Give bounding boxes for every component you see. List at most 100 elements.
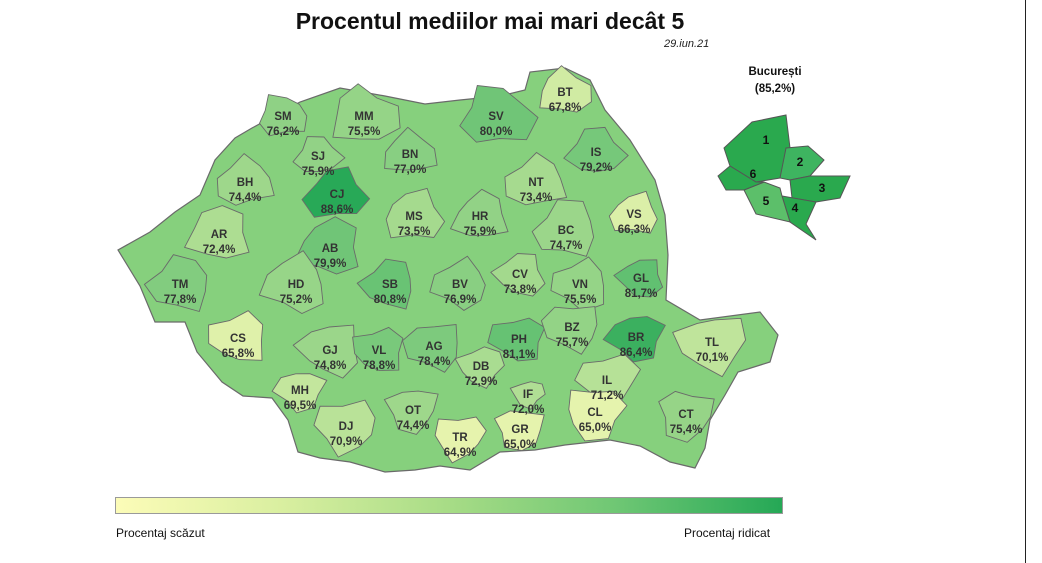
county-bc-area [531, 199, 595, 257]
county-br-code: BR [628, 332, 645, 344]
county-hr-code: HR [472, 211, 489, 223]
bucharest-sector-5-label: 5 [763, 194, 770, 208]
county-bt-value: 67,8% [549, 102, 582, 114]
county-cj-code: CJ [330, 189, 345, 201]
county-vn-code: VN [572, 279, 588, 291]
county-db-value: 72,9% [465, 376, 498, 388]
county-tl-area [672, 317, 747, 378]
county-ct-code: CT [678, 409, 693, 421]
county-ms-value: 73,5% [398, 226, 431, 238]
county-vs-code: VS [626, 209, 642, 221]
county-vs-value: 66,3% [618, 224, 651, 236]
county-bn-code: BN [402, 149, 419, 161]
county-nt-code: NT [528, 177, 543, 189]
county-bc-value: 74,7% [550, 240, 583, 252]
map-title: Procentul mediilor mai mari decât 5 [295, 8, 685, 34]
county-db-area [454, 346, 505, 389]
county-mm-value: 75,5% [348, 126, 381, 138]
county-ms-code: MS [405, 211, 423, 223]
county-ct-value: 75,4% [670, 424, 703, 436]
county-ag-value: 78,4% [418, 356, 451, 368]
county-il-area [574, 353, 642, 410]
county-vl-value: 78,8% [363, 360, 396, 372]
bucharest-sector-2-label: 2 [797, 155, 804, 169]
bucharest-sector-6-area [717, 165, 765, 191]
county-ot-area [383, 390, 439, 435]
county-tl-code: TL [705, 337, 719, 349]
county-ag-code: AG [425, 341, 442, 353]
county-tl-value: 70,1% [696, 352, 729, 364]
county-vn-value: 75,5% [564, 294, 597, 306]
county-tm-area [143, 254, 208, 313]
county-ph-value: 81,1% [503, 349, 536, 361]
bucharest-name: București [748, 66, 802, 78]
county-br-area [602, 316, 666, 363]
bucharest-value: (85,2%) [754, 83, 796, 95]
county-dj-value: 70,9% [330, 436, 363, 448]
county-cs-area [208, 310, 264, 361]
county-tr-code: TR [452, 432, 468, 444]
county-vs-area [608, 190, 658, 234]
county-if-code: IF [523, 389, 533, 401]
county-is-code: IS [591, 147, 602, 159]
county-ab-value: 79,9% [314, 258, 347, 270]
county-bv-area [429, 255, 486, 311]
county-bz-value: 75,7% [556, 337, 589, 349]
county-vn-area [550, 256, 605, 313]
county-ar-code: AR [211, 229, 228, 241]
county-cj-area [301, 166, 371, 218]
county-ph-area [487, 317, 546, 362]
bucharest-sector-3-label: 3 [819, 181, 826, 195]
county-sv-area [459, 85, 539, 143]
county-sb-value: 80,8% [374, 294, 407, 306]
county-bt-area [539, 65, 592, 113]
county-hr-value: 75,9% [464, 226, 497, 238]
county-gj-code: GJ [322, 345, 337, 357]
frame-divider [1025, 0, 1026, 563]
bucharest-sector-4-label: 4 [792, 201, 799, 215]
county-bv-value: 76,9% [444, 294, 477, 306]
county-ms-area [385, 187, 446, 239]
county-tm-code: TM [172, 279, 189, 291]
county-gl-value: 81,7% [625, 288, 658, 300]
county-sb-area [356, 258, 412, 310]
bucharest-sector-6-label: 6 [750, 167, 757, 181]
county-ot-value: 74,4% [397, 420, 430, 432]
county-tr-value: 64,9% [444, 447, 477, 459]
legend-gradient-bar [115, 497, 783, 514]
county-gl-area [613, 259, 664, 298]
county-gl-code: GL [633, 273, 649, 285]
county-mm-area [332, 83, 401, 140]
county-sm-area [258, 94, 308, 137]
county-sm-code: SM [274, 111, 291, 123]
county-cl-area [568, 389, 628, 442]
county-db-code: DB [473, 361, 490, 373]
county-sj-area [292, 136, 346, 172]
county-gr-area [493, 410, 545, 452]
county-il-value: 71,2% [591, 390, 624, 402]
county-if-area [509, 381, 546, 410]
county-ar-value: 72,4% [203, 244, 236, 256]
bucharest-inset: 1 2 3 4 5 6 [717, 114, 851, 241]
county-il-code: IL [602, 375, 612, 387]
county-sj-code: SJ [311, 151, 325, 163]
county-is-value: 79,2% [580, 162, 613, 174]
legend-low-label: Procentaj scăzut [116, 526, 205, 540]
county-ph-code: PH [511, 334, 527, 346]
county-mh-code: MH [291, 385, 309, 397]
county-gj-value: 74,8% [314, 360, 347, 372]
county-bh-area [216, 152, 275, 206]
legend-high-label: Procentaj ridicat [684, 526, 771, 540]
county-hd-area [258, 250, 324, 315]
county-tr-area [434, 416, 487, 464]
county-gr-value: 65,0% [504, 439, 537, 451]
county-ab-code: AB [322, 243, 339, 255]
county-if-value: 72,0% [512, 404, 545, 416]
bucharest-caption: București (85,2%) [720, 64, 830, 98]
county-sv-value: 80,0% [480, 126, 513, 138]
county-mm-code: MM [354, 111, 373, 123]
county-bv-code: BV [452, 279, 468, 291]
county-sb-code: SB [382, 279, 398, 291]
county-br-value: 86,4% [620, 347, 653, 359]
county-cs-value: 65,8% [222, 348, 255, 360]
